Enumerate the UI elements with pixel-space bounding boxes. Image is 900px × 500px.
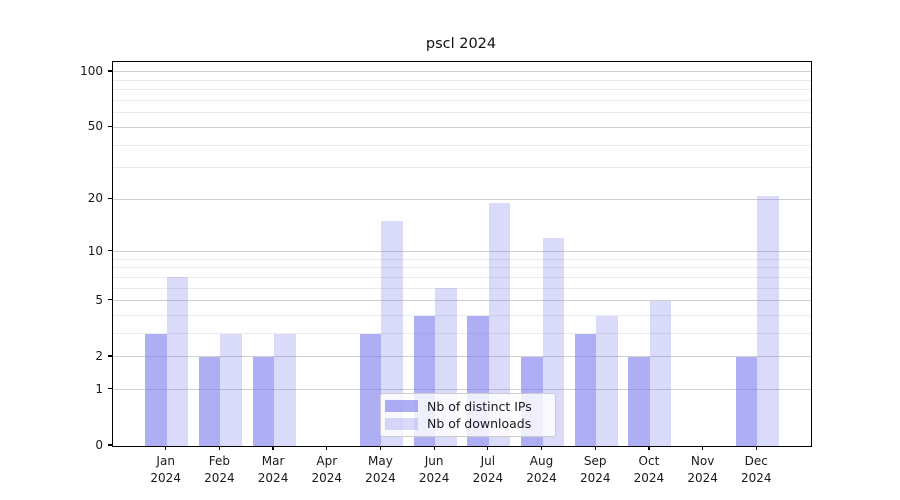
gridline-major-1 — [113, 389, 811, 391]
x-tick-label-sep: Sep 2024 — [579, 454, 611, 486]
legend-swatch-distinct-ips — [385, 400, 418, 413]
legend-item-downloads: Nb of downloads — [385, 416, 549, 431]
bar-nb-of-distinct-ips-oct — [628, 356, 650, 446]
bar-nb-of-distinct-ips-sep — [574, 333, 597, 446]
gridline-minor-9 — [113, 258, 811, 260]
gridline-major-50 — [113, 126, 811, 128]
y-tick-mark-10 — [107, 250, 112, 252]
x-tick-mark-dec — [755, 446, 757, 450]
y-tick-mark-20 — [107, 197, 112, 199]
legend-swatch-downloads — [385, 417, 418, 430]
bar-nb-of-downloads-feb — [220, 333, 242, 446]
y-tick-label-50: 50 — [87, 119, 103, 134]
x-tick-label-oct: Oct 2024 — [633, 454, 665, 486]
x-tick-label-apr: Apr 2024 — [311, 454, 343, 486]
gridline-minor-3 — [113, 333, 811, 335]
gridline-major-10 — [113, 251, 811, 253]
chart-title: pscl 2024 — [425, 36, 497, 52]
y-tick-mark-2 — [107, 355, 112, 357]
x-tick-label-jun: Jun 2024 — [418, 454, 450, 486]
x-tick-mark-may — [379, 446, 382, 450]
legend: Nb of distinct IPs Nb of downloads — [380, 393, 556, 437]
y-tick-label-5: 5 — [95, 292, 103, 307]
bar-nb-of-distinct-ips-feb — [198, 356, 221, 446]
x-tick-label-jul: Jul 2024 — [472, 454, 504, 486]
bar-nb-of-downloads-may — [381, 221, 403, 446]
legend-item-distinct-ips: Nb of distinct IPs — [385, 399, 549, 414]
gridline-minor-7 — [113, 276, 811, 278]
bar-nb-of-downloads-mar — [274, 333, 296, 446]
x-tick-mark-aug — [540, 446, 543, 450]
x-tick-mark-apr — [326, 446, 328, 450]
gridline-major-5 — [113, 300, 811, 302]
y-tick-label-1: 1 — [95, 381, 103, 396]
y-tick-label-10: 10 — [87, 243, 103, 258]
y-tick-mark-100 — [107, 70, 112, 72]
bar-nb-of-downloads-oct — [649, 300, 672, 446]
bar-nb-of-distinct-ips-mar — [252, 356, 275, 446]
bar-nb-of-distinct-ips-may — [359, 333, 382, 446]
gridline-minor-80 — [113, 89, 811, 91]
x-tick-mark-nov — [702, 446, 704, 450]
x-tick-label-dec: Dec 2024 — [741, 454, 772, 486]
gridline-minor-30 — [113, 167, 811, 169]
y-tick-label-100: 100 — [80, 63, 103, 78]
bar-nb-of-downloads-dec — [757, 195, 779, 446]
gridline-minor-40 — [113, 144, 811, 146]
y-tick-mark-0 — [107, 444, 112, 446]
x-tick-mark-jan — [165, 446, 167, 450]
y-tick-mark-1 — [107, 388, 112, 390]
bar-nb-of-distinct-ips-jan — [145, 333, 167, 446]
x-tick-mark-oct — [648, 446, 650, 450]
bar-nb-of-downloads-jan — [166, 277, 189, 446]
x-tick-label-jan: Jan 2024 — [150, 454, 181, 486]
x-tick-mark-feb — [218, 446, 220, 450]
x-tick-label-may: May 2024 — [365, 454, 396, 486]
x-tick-label-mar: Mar 2024 — [257, 454, 289, 486]
y-tick-label-0: 0 — [95, 438, 103, 452]
x-tick-mark-jun — [433, 446, 435, 450]
legend-label-distinct-ips: Nb of distinct IPs — [427, 398, 532, 414]
plot-area — [112, 61, 812, 447]
bar-nb-of-distinct-ips-dec — [735, 356, 758, 446]
x-tick-label-nov: Nov 2024 — [687, 454, 718, 486]
y-tick-mark-5 — [107, 299, 112, 301]
x-tick-mark-mar — [272, 446, 274, 450]
y-tick-mark-50 — [107, 125, 112, 127]
gridline-minor-60 — [113, 112, 811, 114]
x-tick-label-aug: Aug 2024 — [526, 454, 557, 486]
x-tick-label-feb: Feb 2024 — [204, 454, 235, 486]
y-tick-label-20: 20 — [87, 191, 103, 206]
gridline-minor-6 — [113, 287, 811, 289]
legend-label-downloads: Nb of downloads — [427, 416, 532, 432]
x-tick-mark-sep — [594, 446, 596, 450]
y-tick-label-2: 2 — [95, 348, 103, 363]
x-tick-mark-jul — [487, 446, 489, 450]
gridline-major-2 — [113, 356, 811, 358]
gridline-minor-90 — [113, 79, 811, 81]
bar-nb-of-downloads-jul — [488, 203, 511, 446]
gridline-minor-70 — [113, 100, 811, 102]
bar-nb-of-downloads-sep — [596, 315, 618, 446]
gridline-major-20 — [113, 198, 811, 200]
gridline-minor-8 — [113, 267, 811, 269]
gridline-major-100 — [113, 71, 811, 73]
gridline-minor-4 — [113, 315, 811, 317]
